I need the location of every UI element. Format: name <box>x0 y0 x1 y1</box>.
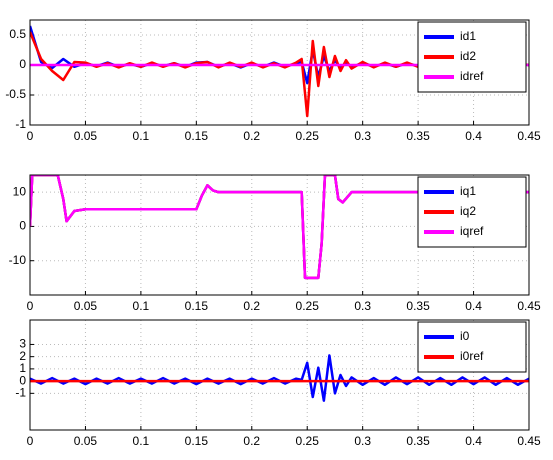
y-tick-label: 0 <box>19 219 26 233</box>
y-tick-label: 1 <box>19 361 26 375</box>
legend-label: i0 <box>460 329 470 343</box>
legend-box <box>417 321 527 373</box>
x-tick-label: 0.15 <box>185 129 209 143</box>
legend-label: id2 <box>460 49 476 63</box>
y-tick-label: -10 <box>9 253 27 267</box>
x-tick-label: 0.4 <box>465 434 482 448</box>
y-tick-label: 10 <box>13 184 27 198</box>
x-tick-label: 0.45 <box>517 434 541 448</box>
y-tick-label: 0.5 <box>9 27 26 41</box>
x-tick-label: 0.35 <box>406 129 430 143</box>
x-tick-label: 0 <box>27 434 34 448</box>
x-tick-label: 0.1 <box>133 434 150 448</box>
subplot: 0 0.05 0.1 0.15 0.2 0.25 0.3 0.35 0.4 0.45 -1 -0.5 0… <box>5 19 541 143</box>
x-tick-label: 0.05 <box>74 434 98 448</box>
legend-label: id1 <box>460 29 476 43</box>
x-tick-label: 0.3 <box>354 129 371 143</box>
x-tick-label: 0.3 <box>354 299 371 313</box>
data-line <box>30 175 529 280</box>
axes-frame <box>29 19 530 126</box>
x-tick-label: 0.15 <box>185 299 209 313</box>
x-tick-label: 0.25 <box>296 434 320 448</box>
x-tick-label: 0.25 <box>296 299 320 313</box>
y-tick-label: 3 <box>19 337 26 351</box>
legend-label: iqref <box>460 224 484 238</box>
x-tick-label: 0.2 <box>243 299 260 313</box>
x-tick-label: 0.15 <box>185 434 209 448</box>
x-tick-label: 0.05 <box>74 299 98 313</box>
y-tick-label: 0 <box>19 57 26 71</box>
x-tick-label: 0.35 <box>406 299 430 313</box>
y-tick-label: 0 <box>19 373 26 387</box>
legend-label: iq2 <box>460 204 476 218</box>
y-tick-label: -1 <box>15 386 26 400</box>
x-tick-label: 0 <box>27 299 34 313</box>
x-tick-label: 0 <box>27 129 34 143</box>
axes-frame <box>29 174 530 296</box>
x-tick-label: 0.45 <box>517 299 541 313</box>
axes-frame <box>29 319 530 431</box>
x-tick-label: 0.05 <box>74 129 98 143</box>
legend-label: iq1 <box>460 184 476 198</box>
x-tick-label: 0.1 <box>133 129 150 143</box>
x-tick-label: 0.25 <box>296 129 320 143</box>
x-tick-label: 0.35 <box>406 434 430 448</box>
x-tick-label: 0.45 <box>517 129 541 143</box>
y-tick-label: -0.5 <box>5 87 26 101</box>
y-tick-label: 2 <box>19 349 26 363</box>
legend-label: idref <box>460 69 484 83</box>
subplot: 0 0.05 0.1 0.15 0.2 0.25 0.3 0.35 0.4 0.45-10123i… <box>15 319 541 448</box>
x-tick-label: 0.4 <box>465 129 482 143</box>
subplot: 0 0.05 0.1 0.15 0.2 0.25 0.3 0.35 0.4 0.45 -10 0 10 i… <box>9 174 541 313</box>
x-tick-label: 0.1 <box>133 299 150 313</box>
y-tick-label: -1 <box>15 117 26 131</box>
x-tick-label: 0.2 <box>243 129 260 143</box>
legend-label: i0ref <box>460 349 484 363</box>
x-tick-label: 0.2 <box>243 434 260 448</box>
x-tick-label: 0.4 <box>465 299 482 313</box>
x-tick-label: 0.3 <box>354 434 371 448</box>
